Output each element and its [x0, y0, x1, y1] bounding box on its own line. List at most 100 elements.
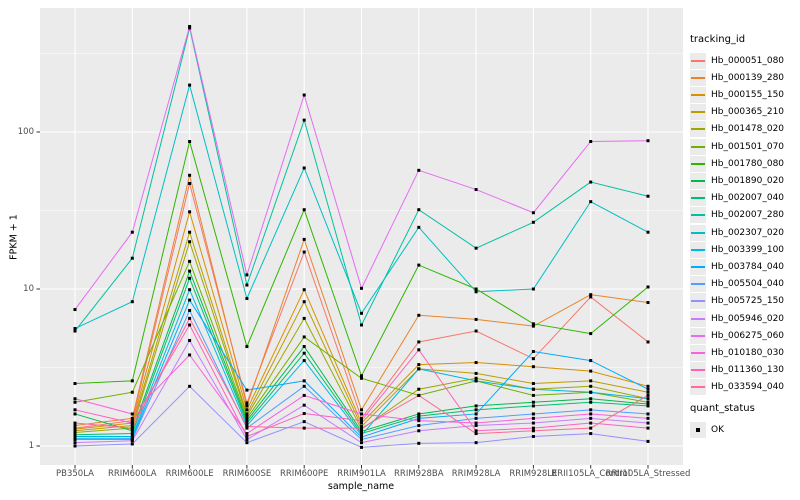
data-point[interactable] [474, 317, 478, 321]
data-point[interactable] [589, 332, 593, 336]
data-point[interactable] [188, 323, 192, 327]
data-point[interactable] [188, 308, 192, 312]
data-point[interactable] [73, 434, 77, 438]
data-point[interactable] [474, 371, 478, 375]
data-point[interactable] [188, 83, 192, 87]
data-point[interactable] [302, 166, 306, 170]
data-point[interactable] [646, 387, 650, 391]
data-point[interactable] [245, 425, 249, 429]
data-point[interactable] [531, 412, 535, 416]
data-point[interactable] [188, 230, 192, 234]
data-point[interactable] [360, 435, 363, 439]
data-point[interactable] [360, 419, 363, 423]
data-point[interactable] [531, 365, 535, 369]
data-point[interactable] [302, 335, 306, 339]
data-point[interactable] [73, 408, 77, 412]
data-point[interactable] [646, 421, 650, 425]
data-point[interactable] [302, 359, 306, 363]
data-point[interactable] [130, 419, 134, 423]
data-point[interactable] [474, 376, 478, 380]
data-point[interactable] [646, 397, 650, 401]
data-point[interactable] [302, 351, 306, 355]
data-point[interactable] [245, 408, 249, 412]
data-point[interactable] [188, 288, 192, 292]
data-point[interactable] [245, 388, 249, 392]
data-point[interactable] [531, 322, 535, 326]
data-point[interactable] [130, 390, 134, 394]
data-point[interactable] [302, 300, 306, 304]
legend-item-Hb_005946_020[interactable]: Hb_005946_020 [690, 310, 784, 327]
data-point[interactable] [302, 118, 306, 122]
data-point[interactable] [531, 416, 535, 420]
data-point[interactable] [188, 316, 192, 320]
data-point[interactable] [589, 426, 593, 430]
data-point[interactable] [646, 393, 650, 397]
legend-item-Hb_002007_280[interactable]: Hb_002007_280 [690, 207, 784, 224]
data-point[interactable] [417, 168, 421, 172]
data-point[interactable] [73, 397, 77, 401]
data-point[interactable] [130, 416, 134, 420]
data-point[interactable] [245, 412, 249, 416]
data-point[interactable] [188, 353, 192, 357]
data-point[interactable] [188, 338, 192, 342]
data-point[interactable] [474, 416, 478, 420]
data-point[interactable] [302, 250, 306, 254]
data-point[interactable] [130, 424, 134, 428]
legend-item-Hb_000051_080[interactable]: Hb_000051_080 [690, 52, 784, 69]
data-point[interactable] [245, 432, 249, 436]
data-point[interactable] [188, 139, 192, 143]
data-point[interactable] [417, 225, 421, 229]
data-point[interactable] [417, 387, 421, 391]
data-point[interactable] [73, 429, 77, 433]
legend-item-Hb_006275_060[interactable]: Hb_006275_060 [690, 327, 784, 344]
data-point[interactable] [417, 367, 421, 371]
data-point[interactable] [130, 442, 134, 446]
data-point[interactable] [130, 421, 134, 425]
data-point[interactable] [130, 429, 134, 433]
data-point[interactable] [130, 439, 134, 443]
data-point[interactable] [646, 439, 650, 443]
data-point[interactable] [360, 311, 363, 315]
data-point[interactable] [646, 384, 650, 388]
legend-item-Hb_011360_130[interactable]: Hb_011360_130 [690, 362, 784, 379]
data-point[interactable] [417, 393, 421, 397]
data-point[interactable] [474, 361, 478, 365]
data-point[interactable] [474, 290, 478, 294]
data-point[interactable] [245, 401, 249, 405]
data-point[interactable] [73, 444, 77, 448]
data-point[interactable] [188, 384, 192, 388]
data-point[interactable] [646, 402, 650, 406]
data-point[interactable] [360, 433, 363, 437]
data-point[interactable] [188, 259, 192, 263]
data-point[interactable] [531, 357, 535, 361]
data-point[interactable] [302, 288, 306, 292]
data-point[interactable] [245, 345, 249, 349]
data-point[interactable] [646, 285, 650, 289]
data-point[interactable] [360, 432, 363, 436]
data-point[interactable] [589, 359, 593, 363]
data-point[interactable] [360, 441, 363, 445]
data-point[interactable] [589, 139, 593, 143]
data-point[interactable] [474, 424, 478, 428]
data-point[interactable] [73, 412, 77, 416]
data-point[interactable] [646, 400, 650, 404]
data-point[interactable] [73, 427, 77, 431]
data-point[interactable] [589, 390, 593, 394]
data-point[interactable] [302, 316, 306, 320]
data-point[interactable] [531, 426, 535, 430]
data-point[interactable] [531, 400, 535, 404]
data-point[interactable] [474, 404, 478, 408]
data-point[interactable] [646, 340, 650, 344]
data-point[interactable] [73, 438, 77, 442]
data-point[interactable] [245, 441, 249, 445]
data-point[interactable] [646, 412, 650, 416]
data-point[interactable] [474, 329, 478, 333]
data-point[interactable] [130, 300, 134, 304]
data-point[interactable] [245, 421, 249, 425]
data-point[interactable] [646, 390, 650, 394]
data-point[interactable] [360, 429, 363, 433]
data-point[interactable] [589, 432, 593, 436]
data-point[interactable] [188, 276, 192, 280]
data-point[interactable] [474, 432, 478, 436]
data-point[interactable] [360, 412, 363, 416]
